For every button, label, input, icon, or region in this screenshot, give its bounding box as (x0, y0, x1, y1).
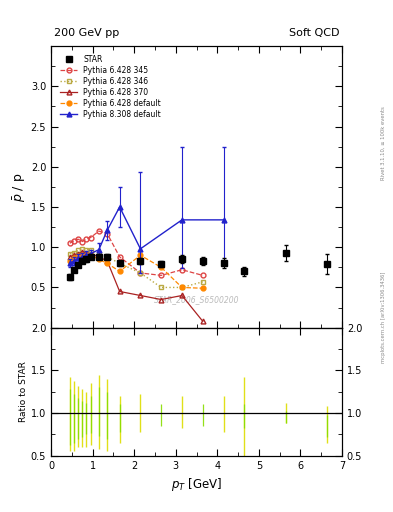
Text: Rivet 3.1.10, ≥ 100k events: Rivet 3.1.10, ≥ 100k events (381, 106, 386, 180)
Text: STAR_2006_S6500200: STAR_2006_S6500200 (154, 295, 239, 304)
Text: Soft QCD: Soft QCD (288, 28, 339, 37)
Text: 200 GeV pp: 200 GeV pp (54, 28, 119, 37)
X-axis label: $p_T$ [GeV]: $p_T$ [GeV] (171, 476, 222, 493)
Legend: STAR, Pythia 6.428 345, Pythia 6.428 346, Pythia 6.428 370, Pythia 6.428 default: STAR, Pythia 6.428 345, Pythia 6.428 346… (58, 53, 163, 121)
Text: mcplots.cern.ch [arXiv:1306.3436]: mcplots.cern.ch [arXiv:1306.3436] (381, 272, 386, 363)
Y-axis label: Ratio to STAR: Ratio to STAR (19, 361, 28, 422)
Y-axis label: $\bar{p}$ / p: $\bar{p}$ / p (11, 172, 28, 202)
